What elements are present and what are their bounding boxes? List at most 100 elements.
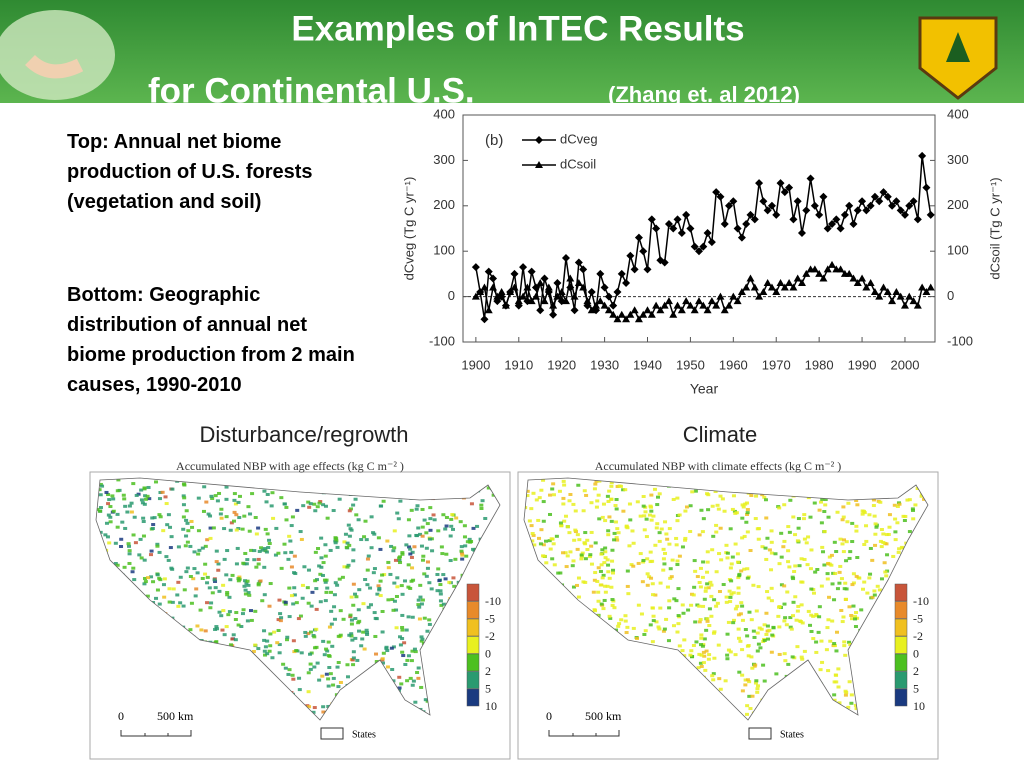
map-pixel <box>691 644 696 648</box>
map-pixel <box>680 545 685 549</box>
map-pixel <box>816 630 821 634</box>
map-pixel <box>253 516 258 520</box>
map-pixel <box>871 504 876 508</box>
map-pixel <box>195 624 200 628</box>
marker <box>767 283 776 291</box>
map-pixel <box>354 513 359 517</box>
map-pixel <box>119 545 124 549</box>
map-pixel <box>98 482 103 486</box>
map-pixel <box>729 592 734 596</box>
map-pixel <box>737 572 742 576</box>
map-pixel <box>397 558 402 562</box>
map-pixel <box>723 679 728 683</box>
map-pixel <box>843 581 848 585</box>
map-pixel <box>448 559 453 563</box>
map-pixel <box>315 505 320 509</box>
map-pixel <box>334 539 339 543</box>
map-pixel <box>195 571 200 575</box>
map-pixel <box>155 544 160 548</box>
map-pixel <box>745 704 750 708</box>
map-pixel <box>141 520 146 524</box>
map-pixel <box>162 577 167 581</box>
map-pixel <box>854 529 859 533</box>
map-pixel <box>321 710 326 714</box>
map-pixel <box>184 534 189 538</box>
map-pixel <box>378 504 383 508</box>
map-pixel <box>645 572 650 576</box>
map-pixel <box>747 694 752 698</box>
map-pixel <box>561 479 566 483</box>
map-pixel <box>683 509 688 513</box>
map-pixel <box>840 518 845 522</box>
map-pixel <box>864 539 869 543</box>
map-pixel <box>745 512 750 516</box>
map-pixel <box>435 573 440 577</box>
marker <box>720 306 729 314</box>
map-pixel <box>550 557 555 561</box>
map-pixel <box>853 614 858 618</box>
map-pixel <box>548 493 553 497</box>
map-pixel <box>279 566 284 570</box>
map-pixel <box>847 640 852 644</box>
map-pixel <box>598 583 603 587</box>
map-pixel <box>392 581 397 585</box>
map-pixel <box>782 503 787 507</box>
map-pixel <box>751 629 756 633</box>
marker <box>828 219 837 228</box>
legend-label: -10 <box>913 594 929 608</box>
map-pixel <box>420 637 425 641</box>
map-pixel <box>701 643 706 647</box>
map-pixel <box>826 669 831 673</box>
map-pixel <box>649 505 654 509</box>
map-pixel <box>350 638 355 642</box>
map-pixel <box>733 542 738 546</box>
map-pixel <box>184 570 189 574</box>
map-pixel <box>246 591 251 595</box>
marker <box>652 224 661 233</box>
map-pixel <box>233 618 238 622</box>
map-pixel <box>436 529 441 533</box>
map-pixel <box>139 498 144 502</box>
marker <box>707 238 716 247</box>
map-pixel <box>588 555 593 559</box>
map-pixel <box>441 602 446 606</box>
map-pixel <box>600 576 605 580</box>
map-pixel <box>306 690 311 694</box>
map-pixel <box>181 604 186 608</box>
map-pixel <box>717 677 722 681</box>
map-pixel <box>710 674 715 678</box>
marker <box>592 301 601 309</box>
map-pixel <box>714 604 719 608</box>
map-pixel <box>745 511 750 515</box>
marker <box>780 283 789 291</box>
map-pixel <box>452 584 457 588</box>
map-pixel <box>756 537 761 541</box>
map-pixel <box>791 614 796 618</box>
map-pixel <box>327 666 332 670</box>
map-pixel <box>777 506 782 510</box>
map-pixel <box>168 546 173 550</box>
map-pixel <box>418 532 423 536</box>
map-pixel <box>779 531 784 535</box>
marker <box>686 224 695 233</box>
map-pixel <box>203 572 208 576</box>
x-tick-label: 1990 <box>848 357 877 372</box>
marker <box>471 263 480 272</box>
map-pixel <box>285 635 290 639</box>
marker <box>810 201 819 210</box>
map-pixel <box>326 704 331 708</box>
map-pixel <box>475 524 480 528</box>
map-pixel <box>382 573 387 577</box>
map-pixel <box>796 604 801 608</box>
map-pixel <box>649 518 654 522</box>
map-pixel <box>826 562 831 566</box>
marker <box>888 201 897 210</box>
map-pixel <box>325 649 330 653</box>
map-pixel <box>700 644 705 648</box>
map-pixel <box>683 538 688 542</box>
map-pixel <box>625 625 630 629</box>
map-pixel <box>331 676 336 680</box>
map-pixel <box>907 498 912 502</box>
map-pixel <box>393 558 398 562</box>
marker <box>673 301 682 309</box>
